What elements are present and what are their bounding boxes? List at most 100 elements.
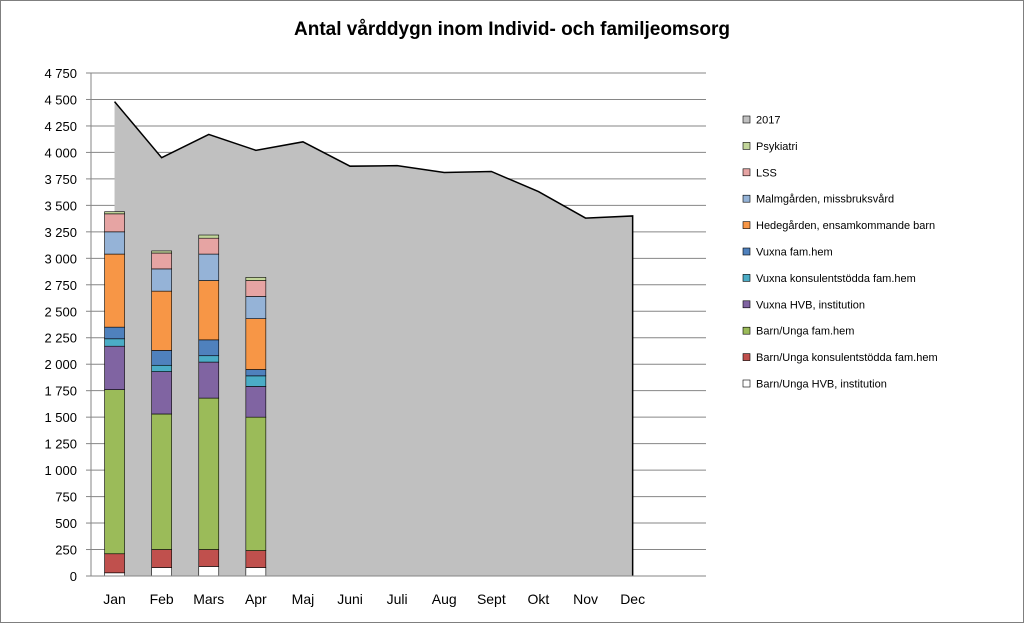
- legend-swatch: [742, 194, 751, 203]
- bar-segment: [245, 280, 267, 297]
- legend: 2017 Psykiatri LSS Malmgården, missbruksvår…: [742, 115, 938, 391]
- bar-segment: [151, 371, 172, 415]
- bar-segment: [198, 237, 220, 255]
- y-tick-label: 2 500: [44, 304, 77, 319]
- legend-label: Barn/Unga fam.hem: [756, 326, 854, 338]
- area-2017: [114, 101, 633, 576]
- bar-segment: [198, 280, 220, 341]
- legend-label: Vuxna HVB, institution: [756, 299, 865, 311]
- bar-segment: [104, 211, 125, 215]
- bar-segment: [198, 397, 220, 550]
- legend-swatch: [742, 221, 751, 229]
- x-tick-label: Juni: [337, 591, 363, 607]
- y-tick-label: 1 750: [44, 384, 77, 399]
- bar-segment: [104, 338, 125, 347]
- legend-swatch: [742, 326, 751, 335]
- bar-segment: [104, 345, 125, 390]
- y-tick-label: 4 500: [44, 92, 77, 107]
- y-tick-label: 4 000: [44, 145, 77, 160]
- y-tick-label: 1 000: [44, 463, 77, 478]
- y-tick-label: 2 750: [44, 278, 77, 293]
- bar-segment: [104, 326, 125, 340]
- bar-segment: [104, 389, 125, 555]
- bar-segment: [198, 355, 220, 363]
- bar-segment: [104, 553, 125, 574]
- bar-segment: [245, 318, 267, 370]
- y-tick-label: 500: [55, 516, 77, 531]
- bar-segment: [198, 566, 220, 577]
- x-tick-label: Feb: [150, 591, 174, 607]
- legend-label: Barn/Unga HVB, institution: [756, 379, 887, 391]
- x-tick-label: Jan: [103, 591, 126, 607]
- x-tick-label: Juli: [387, 591, 408, 607]
- axes-layer: [86, 72, 706, 577]
- bars-layer: [104, 211, 267, 577]
- bar-segment: [151, 549, 172, 568]
- legend-label: Vuxna konsulentstödda fam.hem: [756, 273, 916, 285]
- y-tick-label: 1 500: [44, 410, 77, 425]
- legend-swatch: [742, 379, 751, 388]
- bar-segment: [198, 361, 220, 399]
- bar-segment: [151, 567, 172, 577]
- y-tick-label: 1 250: [44, 437, 77, 452]
- y-tick-label: 3 000: [44, 251, 77, 266]
- y-tick-label: 3 500: [44, 198, 77, 213]
- legend-swatch: [742, 274, 751, 282]
- x-tick-label: Maj: [292, 591, 315, 607]
- y-tick-label: 3 250: [44, 225, 77, 240]
- x-tick-label: Sept: [477, 591, 506, 607]
- y-tick-label: 4 750: [44, 66, 77, 81]
- y-tick-label: 750: [55, 490, 77, 505]
- legend-label: Vuxna fam.hem: [756, 247, 833, 259]
- chart-title: Antal vårddygn inom Individ- och familje…: [294, 19, 730, 40]
- bar-segment: [245, 375, 267, 387]
- bar-segment: [245, 386, 267, 418]
- legend-label: Barn/Unga konsulentstödda fam.hem: [756, 352, 938, 364]
- legend-swatch: [742, 142, 751, 150]
- legend-label: LSS: [756, 167, 777, 179]
- bar-segment: [198, 234, 220, 239]
- y-tick-label: 4 250: [44, 119, 77, 134]
- legend-swatch: [742, 115, 751, 124]
- bar-segment: [151, 413, 172, 550]
- legend-label: Malmgården, missbruksvård: [756, 194, 894, 206]
- x-tick-label: Apr: [245, 591, 267, 607]
- legend-swatch: [742, 353, 751, 361]
- area-layer: [113, 101, 634, 576]
- bar-segment: [245, 296, 267, 319]
- x-tick-labels: Jan Feb Mars Apr Maj Juni Juli Aug Sept Okt Nov Dec: [103, 591, 645, 607]
- x-tick-label: Dec: [620, 591, 645, 607]
- legend-swatch: [742, 300, 751, 309]
- bar-segment: [245, 550, 267, 568]
- bar-segment: [198, 253, 220, 281]
- bar-segment: [104, 213, 125, 233]
- bar-segment: [245, 277, 267, 281]
- y-tick-label: 3 750: [44, 172, 77, 187]
- x-tick-label: Okt: [528, 591, 550, 607]
- bar-segment: [198, 339, 220, 357]
- area-2017-outline: [113, 101, 634, 576]
- bar-segment: [104, 253, 125, 328]
- bar-segment: [151, 250, 172, 254]
- x-tick-label: Aug: [432, 591, 457, 607]
- legend-swatch: [742, 247, 751, 256]
- bar-segment: [245, 369, 267, 377]
- legend-label: Hedegården, ensamkommande barn: [756, 220, 935, 232]
- bar-segment: [151, 350, 172, 366]
- bar-segment: [151, 364, 172, 372]
- bar-segment: [198, 549, 220, 567]
- bar-segment: [104, 231, 125, 255]
- y-tick-label: 2 000: [44, 357, 77, 372]
- bar-segment: [151, 290, 172, 351]
- x-tick-label: Nov: [573, 591, 598, 607]
- bar-segment: [151, 252, 172, 270]
- y-tick-label: 2 250: [44, 331, 77, 346]
- bar-segment: [245, 567, 267, 577]
- x-tick-label: Mars: [193, 591, 224, 607]
- legend-label: 2017: [756, 115, 780, 127]
- bar-segment: [245, 416, 267, 551]
- y-tick-label: 0: [70, 569, 77, 584]
- bar-segment: [151, 268, 172, 292]
- y-tick-labels: 0 250 500 750 1 000 1 250 1 500 1 750 2 000 2 250…: [44, 66, 77, 584]
